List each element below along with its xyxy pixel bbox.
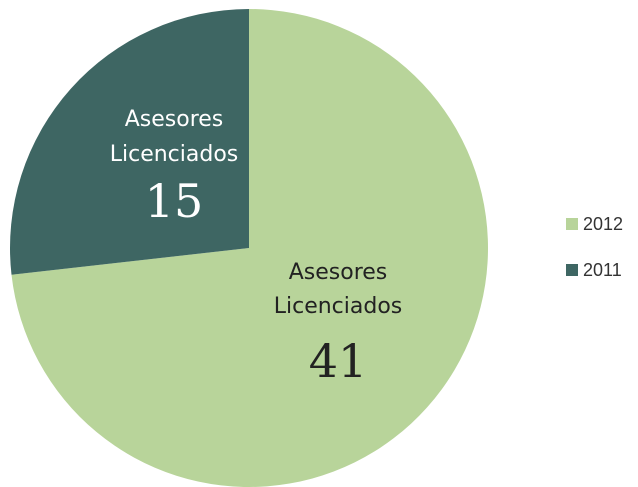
legend-label: 2012 bbox=[583, 214, 623, 234]
slice-value: 15 bbox=[145, 174, 204, 228]
legend-label: 2011 bbox=[583, 260, 622, 280]
legend-swatch bbox=[566, 218, 578, 230]
pie-slice bbox=[11, 9, 489, 487]
slice-label: Licenciados bbox=[274, 294, 403, 319]
legend-swatch bbox=[566, 264, 578, 276]
slice-label: Asesores bbox=[125, 107, 224, 132]
slice-label: Licenciados bbox=[110, 142, 239, 167]
pie-slice bbox=[9, 9, 249, 275]
slice-value: 41 bbox=[309, 334, 368, 388]
slice-label: Asesores bbox=[289, 260, 388, 285]
